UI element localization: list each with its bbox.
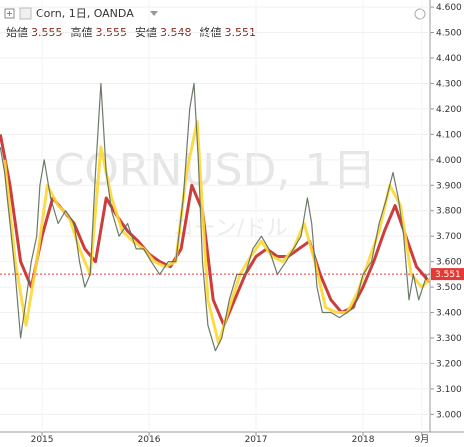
collapse-icon[interactable] [4,8,15,19]
dropdown-arrow[interactable] [150,11,158,16]
y-tick-label: 3.900 [436,181,462,191]
y-tick-label: 3.700 [436,232,462,242]
y-tick-label: 4.500 [436,29,462,39]
y-tick-label: 4.300 [436,79,462,89]
y-tick-label: 4.100 [436,130,462,140]
y-tick-label: 4.400 [436,54,462,64]
symbol-title: Corn, 1日, OANDA [36,7,134,20]
series-line [0,82,428,352]
y-tick-label: 3.400 [436,309,462,319]
watermark-sub: コーン/ドル [172,216,288,241]
y-tick-label: 3.300 [436,334,462,344]
settings-icon[interactable] [414,8,426,20]
x-tick-label: 2015 [31,435,54,445]
x-tick-label: 2017 [245,435,268,445]
last-price-label: 3.551 [435,270,461,280]
ohlc-label: 安値 [135,25,157,39]
ohlc-label: 終値 [200,25,222,39]
last-price-box [431,268,464,281]
price-axis-bg [430,0,464,447]
ohlc-label: 始値 [6,25,28,39]
y-tick-label: 4.600 [436,3,462,13]
ohlc-label: 高値 [71,25,93,39]
watermark: CORNUSD, 1日 [54,145,377,196]
y-tick-label: 3.200 [436,359,462,369]
y-tick-label: 4.000 [436,156,462,166]
y-tick-label: 3.000 [436,410,462,420]
y-tick-label: 3.500 [436,283,462,293]
symbol-icon [19,7,32,20]
y-tick-label: 3.100 [436,385,462,395]
x-tick-label: 2018 [352,435,375,445]
y-tick-label: 3.600 [436,258,462,268]
y-tick-label: 4.200 [436,105,462,115]
x-tick-label: 9月 [415,434,430,445]
y-tick-label: 3.800 [436,207,462,217]
x-tick-label: 2016 [138,435,161,445]
